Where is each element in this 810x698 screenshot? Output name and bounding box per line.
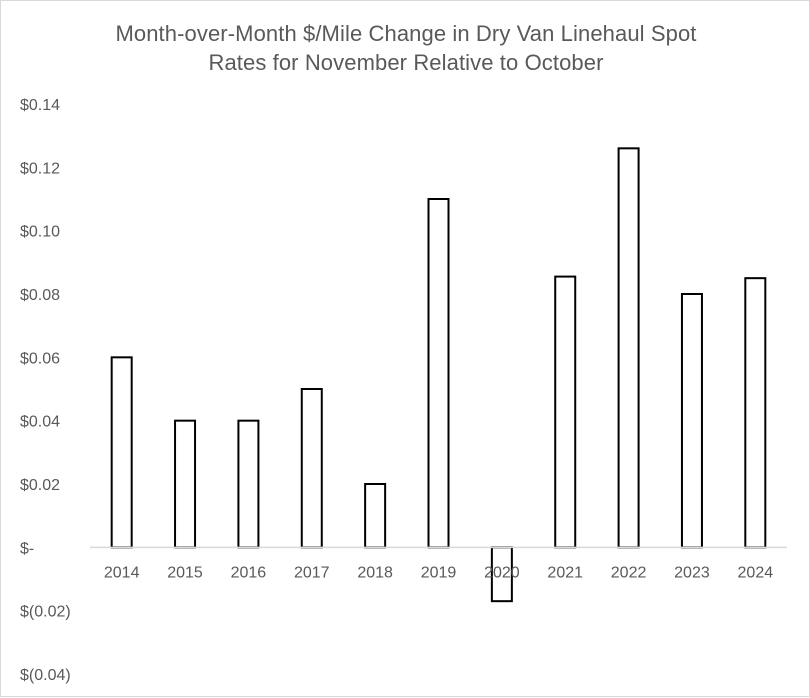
x-tick-label: 2015 xyxy=(167,564,203,581)
bar-2019 xyxy=(427,198,450,549)
y-tick-label: $0.08 xyxy=(20,287,60,304)
bar-2016 xyxy=(237,419,260,549)
y-tick-label: $(0.02) xyxy=(20,604,71,621)
bar-2018 xyxy=(364,483,387,549)
x-tick-label: 2022 xyxy=(611,564,647,581)
y-tick-label: $0.04 xyxy=(20,414,60,431)
bar-2017 xyxy=(300,388,323,549)
x-tick-label: 2014 xyxy=(104,564,140,581)
chart-title-line-2: Rates for November Relative to October xyxy=(208,50,604,75)
bar-2014 xyxy=(110,356,133,549)
y-tick-label: $0.12 xyxy=(20,160,60,177)
chart-title-line-1: Month-over-Month $/Mile Change in Dry Va… xyxy=(115,21,697,46)
bar-2015 xyxy=(174,419,197,549)
y-tick-label: $0.10 xyxy=(20,224,60,241)
y-tick-label: $0.14 xyxy=(20,97,60,114)
y-tick-label: $0.02 xyxy=(20,477,60,494)
x-tick-label: 2016 xyxy=(231,564,267,581)
x-tick-label: 2023 xyxy=(674,564,710,581)
x-tick-label: 2019 xyxy=(421,564,457,581)
x-tick-label: 2018 xyxy=(357,564,393,581)
y-tick-label: $0.06 xyxy=(20,350,60,367)
y-tick-label: $(0.04) xyxy=(20,667,71,684)
x-tick-label: 2024 xyxy=(738,564,774,581)
bar-2023 xyxy=(680,293,703,549)
chart-title: Month-over-Month $/Mile Change in Dry Va… xyxy=(1,19,810,77)
x-tick-label: 2017 xyxy=(294,564,330,581)
bar-2024 xyxy=(744,277,767,549)
x-tick-label: 2020 xyxy=(484,564,520,581)
bar-2021 xyxy=(554,275,577,549)
y-tick-label: $- xyxy=(20,540,34,557)
bar-2022 xyxy=(617,147,640,549)
x-tick-label: 2021 xyxy=(547,564,583,581)
